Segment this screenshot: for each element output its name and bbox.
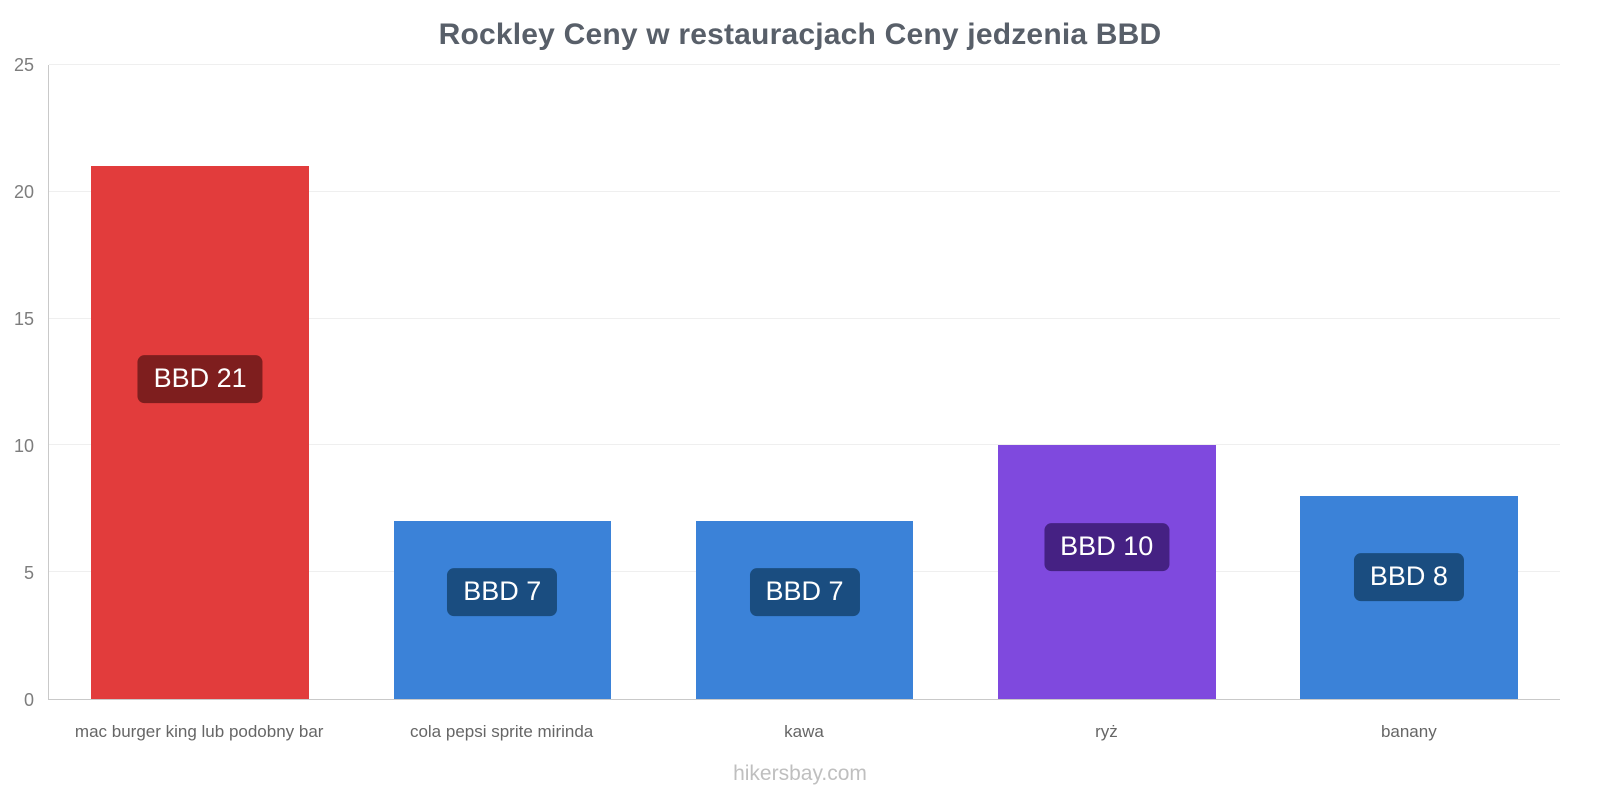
bars: BBD 21 BBD 7 BBD 7 BBD 10 BBD 8: [49, 65, 1560, 699]
bar-slot: BBD 8: [1258, 65, 1560, 699]
bar-slot: BBD 7: [351, 65, 653, 699]
bar: BBD 21: [91, 166, 309, 699]
x-category-label: kawa: [784, 722, 824, 741]
bar-value-label: BBD 10: [1044, 523, 1170, 571]
x-category-label: cola pepsi sprite mirinda: [409, 722, 594, 741]
bar-slot: BBD 21: [49, 65, 351, 699]
y-tick-label: 20: [13, 182, 34, 202]
bar-value-label: BBD 7: [749, 568, 860, 617]
bar: BBD 10: [997, 445, 1216, 699]
bar-slot: BBD 7: [653, 65, 955, 699]
y-tick-label: 0: [23, 690, 34, 710]
y-axis: 0 5 10 15 20 25: [0, 56, 42, 709]
gridline: [49, 190, 1560, 192]
bar: BBD 7: [695, 521, 914, 699]
y-tick-label: 10: [13, 436, 34, 456]
bar: BBD 8: [1300, 496, 1518, 699]
bar-value-label: BBD 21: [137, 355, 263, 404]
x-category-label: ryż: [1095, 722, 1118, 741]
x-category-label: banany: [1380, 722, 1437, 741]
chart-title: Rockley Ceny w restauracjach Ceny jedzen…: [438, 18, 1162, 51]
y-tick-label: 5: [23, 563, 34, 583]
bar-value-label: BBD 7: [447, 568, 558, 617]
bar: BBD 7: [393, 521, 612, 699]
y-tick-label: 25: [13, 55, 34, 75]
y-tick-label: 15: [13, 309, 34, 329]
gridline: [49, 317, 1560, 319]
bar-value-label: BBD 8: [1353, 553, 1464, 602]
x-axis: mac burger king lub podobny bar cola peps…: [48, 722, 1560, 742]
gridline: [49, 64, 1560, 65]
watermark-text: hikersbay.com: [733, 762, 867, 785]
gridline: [49, 444, 1560, 446]
plot-area: BBD 21 BBD 7 BBD 7 BBD 10 BBD 8: [48, 64, 1560, 700]
x-category-label: mac burger king lub podobny bar: [74, 722, 324, 741]
bar-slot: BBD 10: [956, 65, 1258, 699]
